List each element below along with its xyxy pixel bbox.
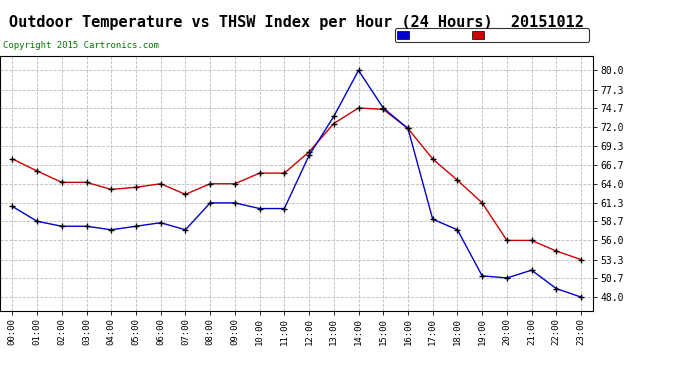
Text: Copyright 2015 Cartronics.com: Copyright 2015 Cartronics.com: [3, 41, 159, 50]
Text: Outdoor Temperature vs THSW Index per Hour (24 Hours)  20151012: Outdoor Temperature vs THSW Index per Ho…: [9, 15, 584, 30]
Legend: THSW  (°F), Temperature  (°F): THSW (°F), Temperature (°F): [395, 28, 589, 42]
